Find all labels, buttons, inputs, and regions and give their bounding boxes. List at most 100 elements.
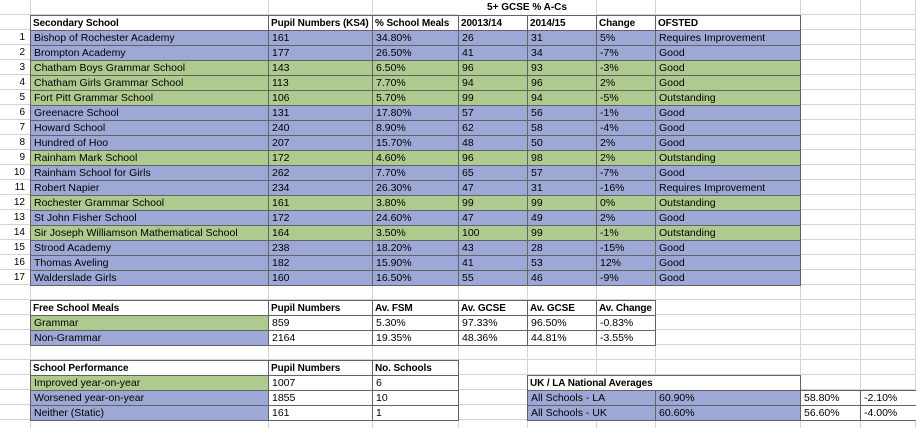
performance-pupils-cell[interactable]: 1007: [268, 375, 373, 391]
school-y2014-cell[interactable]: 57: [527, 165, 597, 181]
school-y2013-cell[interactable]: 57: [458, 105, 528, 121]
school-y2013-cell[interactable]: 100: [458, 225, 528, 241]
performance-label-cell[interactable]: Worsened year-on-year: [30, 390, 269, 406]
row-number[interactable]: 4: [19, 77, 25, 88]
school-name-cell[interactable]: Rainham School for Girls: [30, 165, 269, 181]
header-perf-pupil-numbers[interactable]: Pupil Numbers: [268, 360, 373, 376]
header-school-performance[interactable]: School Performance: [30, 360, 269, 376]
row-number[interactable]: 13: [13, 212, 25, 223]
school-pupils-cell[interactable]: 113: [268, 75, 373, 91]
school-y2014-cell[interactable]: 94: [527, 90, 597, 106]
row-number[interactable]: 11: [14, 182, 25, 193]
fsm-gcse1-cell[interactable]: 48.36%: [458, 330, 528, 346]
header-av-gcse-1[interactable]: Av. GCSE: [458, 300, 528, 316]
school-y2013-cell[interactable]: 41: [458, 45, 528, 61]
header-year-2014-15[interactable]: 2014/15: [527, 15, 597, 31]
fsm-gcse2-cell[interactable]: 44.81%: [527, 330, 597, 346]
school-name-cell[interactable]: Greenacre School: [30, 105, 269, 121]
school-y2013-cell[interactable]: 62: [458, 120, 528, 136]
header-av-change[interactable]: Av. Change: [596, 300, 656, 316]
school-y2014-cell[interactable]: 98: [527, 150, 597, 166]
national-change-cell[interactable]: -2.10%: [860, 390, 916, 406]
school-pupils-cell[interactable]: 172: [268, 210, 373, 226]
school-ofsted-cell[interactable]: Good: [655, 210, 801, 226]
fsm-pupils-cell[interactable]: 2164: [268, 330, 373, 346]
fsm-label-cell[interactable]: Grammar: [30, 315, 269, 331]
school-name-cell[interactable]: Chatham Girls Grammar School: [30, 75, 269, 91]
school-ofsted-cell[interactable]: Good: [655, 60, 801, 76]
row-number[interactable]: 16: [13, 257, 25, 268]
school-ofsted-cell[interactable]: Outstanding: [655, 150, 801, 166]
performance-pupils-cell[interactable]: 1855: [268, 390, 373, 406]
school-ofsted-cell[interactable]: Good: [655, 105, 801, 121]
school-meals-cell[interactable]: 8.90%: [372, 120, 459, 136]
school-change-cell[interactable]: 2%: [596, 75, 656, 91]
school-name-cell[interactable]: St John Fisher School: [30, 210, 269, 226]
fsm-gcse1-cell[interactable]: 97.33%: [458, 315, 528, 331]
school-meals-cell[interactable]: 26.30%: [372, 180, 459, 196]
school-ofsted-cell[interactable]: Good: [655, 165, 801, 181]
school-y2014-cell[interactable]: 34: [527, 45, 597, 61]
school-pupils-cell[interactable]: 131: [268, 105, 373, 121]
fsm-change-cell[interactable]: -0.83%: [596, 315, 656, 331]
school-ofsted-cell[interactable]: Good: [655, 255, 801, 271]
school-meals-cell[interactable]: 3.50%: [372, 225, 459, 241]
school-pupils-cell[interactable]: 172: [268, 150, 373, 166]
school-change-cell[interactable]: -1%: [596, 105, 656, 121]
fsm-pupils-cell[interactable]: 859: [268, 315, 373, 331]
school-meals-cell[interactable]: 16.50%: [372, 270, 459, 286]
school-name-cell[interactable]: Brompton Academy: [30, 45, 269, 61]
row-number[interactable]: 7: [19, 122, 25, 133]
school-name-cell[interactable]: Rochester Grammar School: [30, 195, 269, 211]
school-y2013-cell[interactable]: 43: [458, 240, 528, 256]
gcse-group-header-cell[interactable]: 5+ GCSE % A-Cs: [458, 0, 596, 15]
school-change-cell[interactable]: -5%: [596, 90, 656, 106]
row-number[interactable]: 14: [13, 227, 25, 238]
performance-label-cell[interactable]: Neither (Static): [30, 405, 269, 421]
school-ofsted-cell[interactable]: Outstanding: [655, 225, 801, 241]
school-y2013-cell[interactable]: 55: [458, 270, 528, 286]
school-name-cell[interactable]: Chatham Boys Grammar School: [30, 60, 269, 76]
school-meals-cell[interactable]: 15.90%: [372, 255, 459, 271]
school-meals-cell[interactable]: 26.50%: [372, 45, 459, 61]
school-meals-cell[interactable]: 7.70%: [372, 75, 459, 91]
school-y2013-cell[interactable]: 96: [458, 60, 528, 76]
fsm-fsm-cell[interactable]: 5.30%: [372, 315, 459, 331]
row-number[interactable]: 6: [19, 107, 25, 118]
school-name-cell[interactable]: Bishop of Rochester Academy: [30, 30, 269, 46]
performance-pupils-cell[interactable]: 161: [268, 405, 373, 421]
school-ofsted-cell[interactable]: Good: [655, 75, 801, 91]
school-pupils-cell[interactable]: 234: [268, 180, 373, 196]
school-meals-cell[interactable]: 5.70%: [372, 90, 459, 106]
school-change-cell[interactable]: -7%: [596, 45, 656, 61]
national-change-cell[interactable]: -4.00%: [860, 405, 916, 421]
row-number[interactable]: 10: [13, 167, 25, 178]
school-change-cell[interactable]: -9%: [596, 270, 656, 286]
row-number[interactable]: 1: [19, 32, 25, 43]
school-change-cell[interactable]: 5%: [596, 30, 656, 46]
school-y2014-cell[interactable]: 56: [527, 105, 597, 121]
school-ofsted-cell[interactable]: Outstanding: [655, 195, 801, 211]
school-pupils-cell[interactable]: 207: [268, 135, 373, 151]
school-change-cell[interactable]: -15%: [596, 240, 656, 256]
school-change-cell[interactable]: -4%: [596, 120, 656, 136]
school-y2014-cell[interactable]: 49: [527, 210, 597, 226]
school-pupils-cell[interactable]: 143: [268, 60, 373, 76]
school-y2014-cell[interactable]: 99: [527, 195, 597, 211]
school-y2013-cell[interactable]: 47: [458, 180, 528, 196]
school-y2013-cell[interactable]: 26: [458, 30, 528, 46]
performance-schools-cell[interactable]: 10: [372, 390, 459, 406]
school-y2013-cell[interactable]: 99: [458, 90, 528, 106]
school-y2014-cell[interactable]: 31: [527, 180, 597, 196]
header-av-fsm[interactable]: Av. FSM: [372, 300, 459, 316]
school-ofsted-cell[interactable]: Requires Improvement: [655, 30, 801, 46]
performance-label-cell[interactable]: Improved year-on-year: [30, 375, 269, 391]
row-number[interactable]: 9: [19, 152, 25, 163]
school-change-cell[interactable]: 2%: [596, 135, 656, 151]
fsm-gcse2-cell[interactable]: 96.50%: [527, 315, 597, 331]
school-meals-cell[interactable]: 4.60%: [372, 150, 459, 166]
school-meals-cell[interactable]: 15.70%: [372, 135, 459, 151]
fsm-label-cell[interactable]: Non-Grammar: [30, 330, 269, 346]
national-v2014-cell[interactable]: 56.60%: [800, 405, 861, 421]
school-ofsted-cell[interactable]: Outstanding: [655, 90, 801, 106]
